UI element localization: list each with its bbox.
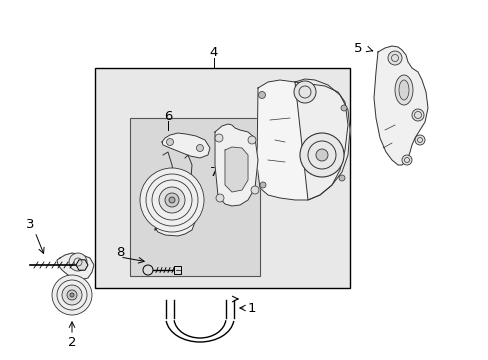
Circle shape (70, 293, 74, 297)
Polygon shape (224, 147, 247, 192)
Polygon shape (257, 80, 347, 200)
Polygon shape (57, 253, 94, 280)
Ellipse shape (398, 80, 408, 100)
Polygon shape (215, 124, 258, 206)
Bar (130, 118, 260, 276)
Circle shape (338, 175, 345, 181)
Text: 7: 7 (209, 166, 224, 179)
Circle shape (164, 193, 179, 207)
Circle shape (166, 139, 173, 145)
Circle shape (247, 136, 256, 144)
Circle shape (62, 285, 82, 305)
Circle shape (215, 134, 223, 142)
Circle shape (411, 109, 423, 121)
Text: 3: 3 (26, 217, 34, 230)
Circle shape (69, 253, 87, 271)
Circle shape (260, 182, 265, 188)
Text: 1: 1 (247, 302, 256, 315)
Circle shape (387, 51, 401, 65)
Text: 2: 2 (68, 336, 76, 348)
Text: 5: 5 (353, 41, 361, 54)
Polygon shape (373, 46, 427, 165)
Circle shape (293, 81, 315, 103)
Text: 8: 8 (116, 246, 124, 258)
Polygon shape (155, 215, 195, 236)
Circle shape (140, 168, 203, 232)
Circle shape (196, 144, 203, 152)
Circle shape (401, 155, 411, 165)
Bar (95, 68, 349, 288)
Circle shape (159, 187, 184, 213)
Polygon shape (162, 133, 209, 158)
Circle shape (216, 194, 224, 202)
Circle shape (340, 105, 346, 111)
Circle shape (315, 149, 327, 161)
Circle shape (258, 91, 265, 99)
Text: 6: 6 (163, 109, 172, 122)
Circle shape (52, 275, 92, 315)
Polygon shape (294, 79, 349, 200)
Circle shape (67, 290, 77, 300)
Circle shape (142, 265, 153, 275)
Text: 4: 4 (209, 45, 218, 59)
Circle shape (250, 186, 259, 194)
Circle shape (299, 133, 343, 177)
Circle shape (414, 135, 424, 145)
Bar (174, 266, 181, 274)
Ellipse shape (394, 75, 412, 105)
Circle shape (169, 197, 175, 203)
